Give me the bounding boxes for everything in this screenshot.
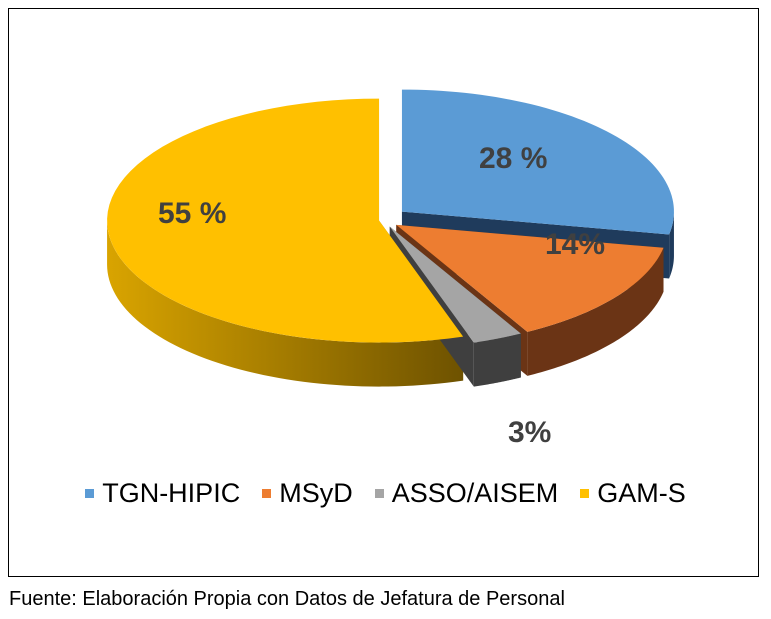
slice-side-asso-aisem	[473, 333, 521, 387]
legend-item-msyd: MSyD	[262, 478, 353, 509]
chart-frame	[8, 8, 759, 577]
slice-msyd	[396, 224, 664, 332]
data-label-gam-s: 55 %	[158, 197, 227, 230]
legend-swatch	[580, 489, 590, 498]
slice-tgn-hipic	[401, 89, 674, 235]
slice-asso-aisem	[389, 226, 521, 343]
legend-swatch	[374, 489, 384, 498]
legend-swatch	[85, 489, 95, 498]
legend-label: ASSO/AISEM	[391, 478, 559, 508]
legend-item-tgn-hipic: TGN-HIPIC	[85, 478, 240, 509]
legend-label: GAM-S	[597, 478, 686, 508]
slice-side-msyd	[527, 247, 664, 376]
legend-label: MSyD	[279, 478, 353, 508]
legend-swatch	[262, 489, 272, 498]
legend-item-gam-s: GAM-S	[580, 478, 686, 509]
slice-gam-s	[107, 98, 464, 343]
legend-item-asso-aisem: ASSO/AISEM	[374, 478, 559, 509]
data-label-tgn-hipic: 28 %	[479, 142, 548, 175]
pie-chart	[107, 89, 674, 387]
data-label-msyd: 14%	[545, 228, 606, 261]
slice-side-tgn-hipic	[669, 211, 674, 279]
legend: TGN-HIPIC MSyD ASSO/AISEM GAM-S	[0, 478, 771, 509]
slice-side-gam-s	[107, 220, 464, 387]
data-label-asso-aisem: 3%	[508, 416, 552, 449]
legend-label: TGN-HIPIC	[102, 478, 241, 508]
source-caption: Fuente: Elaboración Propia con Datos de …	[9, 588, 565, 610]
